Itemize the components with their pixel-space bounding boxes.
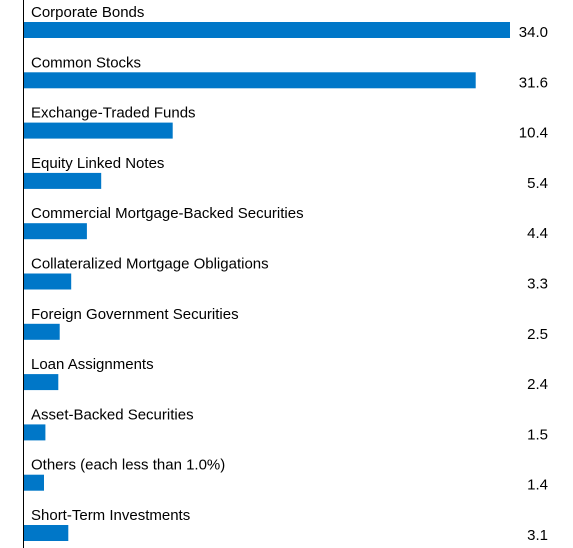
category-label: Foreign Government Securities	[31, 306, 239, 323]
bar	[24, 323, 60, 340]
value-label: 1.4	[527, 477, 548, 494]
category-label: Commercial Mortgage-Backed Securities	[31, 205, 304, 222]
bar	[24, 172, 102, 189]
value-label: 1.5	[527, 426, 548, 443]
bar	[24, 122, 173, 139]
value-label: 10.4	[519, 125, 548, 142]
value-label: 3.3	[527, 276, 548, 293]
category-label: Corporate Bonds	[31, 4, 144, 21]
value-label: 34.0	[519, 24, 548, 41]
bar	[24, 223, 87, 240]
category-label: Loan Assignments	[31, 356, 154, 373]
category-label: Others (each less than 1.0%)	[31, 457, 225, 474]
category-label: Asset-Backed Securities	[31, 406, 194, 423]
bars-group: Corporate Bonds 34.0 Common Stocks 31.6 Exch…	[24, 4, 548, 544]
category-label: Short-Term Investments	[31, 507, 190, 524]
category-label: Common Stocks	[31, 54, 141, 71]
bar	[24, 72, 476, 89]
value-label: 4.4	[527, 225, 548, 242]
bar	[24, 273, 72, 290]
category-label: Equity Linked Notes	[31, 155, 164, 172]
bar	[24, 424, 46, 441]
value-label: 2.5	[527, 326, 548, 343]
value-label: 3.1	[527, 527, 548, 544]
category-label: Collateralized Mortgage Obligations	[31, 256, 269, 273]
value-label: 5.4	[527, 175, 548, 192]
bar	[24, 374, 59, 391]
bar	[24, 525, 69, 541]
category-label: Exchange-Traded Funds	[31, 105, 196, 122]
bar	[24, 474, 44, 491]
value-label: 31.6	[519, 74, 548, 91]
bar	[24, 22, 510, 38]
value-label: 2.4	[527, 376, 548, 393]
